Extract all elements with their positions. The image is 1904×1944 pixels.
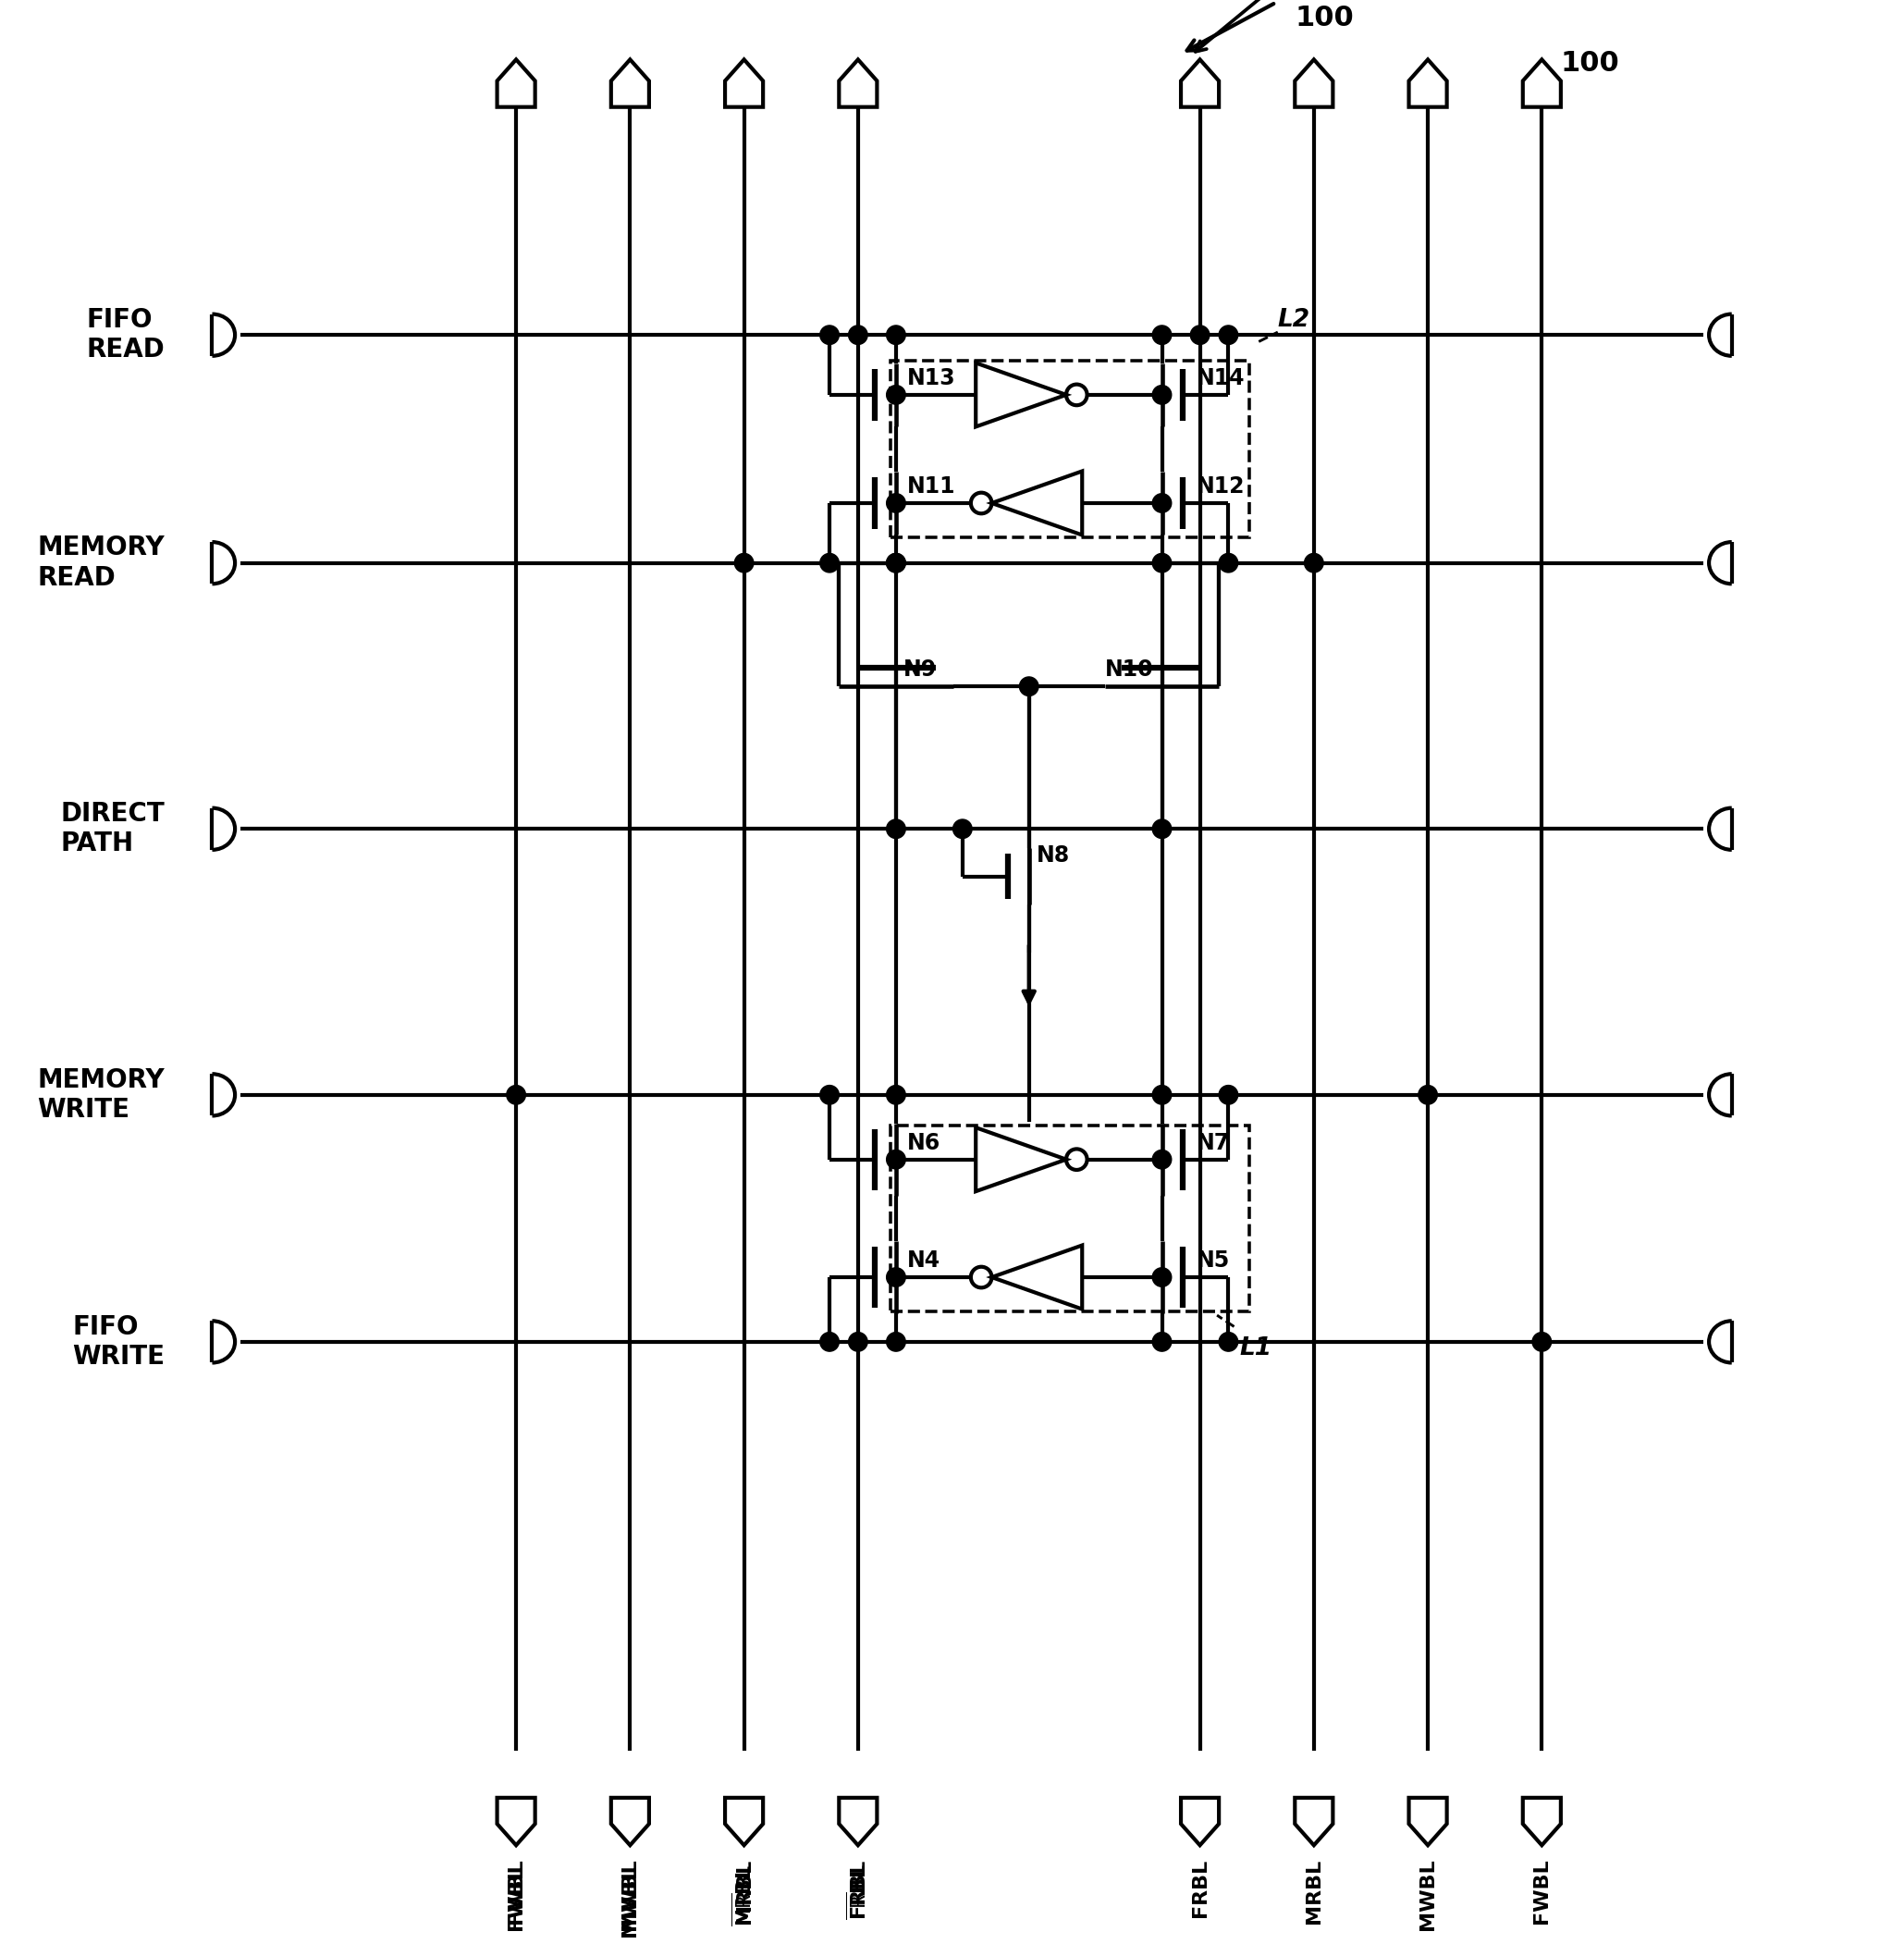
Circle shape (1152, 1085, 1171, 1104)
Circle shape (821, 325, 840, 344)
Circle shape (821, 1085, 840, 1104)
Circle shape (1152, 385, 1171, 404)
Circle shape (735, 554, 754, 572)
Text: MRBL: MRBL (735, 1858, 754, 1923)
Text: 100: 100 (1561, 51, 1620, 78)
Circle shape (849, 1332, 868, 1351)
Circle shape (954, 818, 971, 838)
Circle shape (887, 1151, 906, 1168)
Circle shape (887, 325, 906, 344)
Text: N12: N12 (1196, 474, 1245, 498)
Text: FIFO
READ: FIFO READ (86, 307, 164, 364)
Text: N13: N13 (908, 367, 956, 389)
Circle shape (1219, 554, 1238, 572)
Circle shape (1418, 1085, 1438, 1104)
Text: N7: N7 (1196, 1131, 1230, 1153)
Circle shape (1019, 677, 1038, 696)
Text: N8: N8 (1036, 846, 1070, 867)
Text: MRBL: MRBL (1304, 1858, 1323, 1923)
Circle shape (506, 1085, 526, 1104)
Circle shape (849, 325, 868, 344)
Circle shape (1152, 1267, 1171, 1287)
Text: 100: 100 (1295, 4, 1354, 31)
Circle shape (1190, 325, 1209, 344)
Text: $\overline{\mathrm{FR}}$BL: $\overline{\mathrm{FR}}$BL (845, 1864, 870, 1921)
Text: FWBL: FWBL (506, 1864, 526, 1930)
Text: N11: N11 (908, 474, 956, 498)
Text: MWBL: MWBL (1418, 1858, 1438, 1930)
Circle shape (1152, 554, 1171, 572)
Text: MWBL: MWBL (621, 1864, 640, 1936)
Text: L2: L2 (1278, 307, 1310, 332)
Circle shape (1219, 1332, 1238, 1351)
Circle shape (1152, 818, 1171, 838)
Circle shape (1533, 1332, 1552, 1351)
Text: MEMORY
WRITE: MEMORY WRITE (38, 1067, 164, 1124)
Circle shape (887, 554, 906, 572)
Text: N10: N10 (1104, 659, 1154, 680)
Circle shape (887, 494, 906, 513)
Circle shape (887, 1267, 906, 1287)
Circle shape (821, 554, 840, 572)
Text: N9: N9 (904, 659, 937, 680)
Text: MEMORY
READ: MEMORY READ (38, 535, 164, 591)
Circle shape (1152, 325, 1171, 344)
Text: FIFO
WRITE: FIFO WRITE (72, 1314, 164, 1371)
Text: $\overline{\mathrm{MR}}$BL: $\overline{\mathrm{MR}}$BL (733, 1864, 756, 1927)
Circle shape (887, 1332, 906, 1351)
Text: FRBL: FRBL (849, 1858, 866, 1917)
Text: FWBL: FWBL (506, 1858, 526, 1925)
Circle shape (887, 385, 906, 404)
Circle shape (1304, 554, 1323, 572)
Bar (891, 1126, 1249, 1312)
Text: MWBL: MWBL (621, 1858, 640, 1930)
Text: L1: L1 (1240, 1336, 1272, 1361)
Text: N6: N6 (908, 1131, 941, 1153)
Text: N14: N14 (1196, 367, 1245, 389)
Circle shape (887, 554, 906, 572)
Circle shape (1152, 1332, 1171, 1351)
Text: N4: N4 (908, 1250, 941, 1271)
Circle shape (1219, 1085, 1238, 1104)
Text: DIRECT
PATH: DIRECT PATH (61, 801, 164, 857)
Text: N5: N5 (1196, 1250, 1230, 1271)
Circle shape (887, 1085, 906, 1104)
Circle shape (821, 1332, 840, 1351)
Bar (891, 362, 1249, 537)
Circle shape (1152, 1151, 1171, 1168)
Text: FRBL: FRBL (1190, 1858, 1209, 1917)
Text: FWBL: FWBL (1533, 1858, 1552, 1925)
Circle shape (1219, 325, 1238, 344)
Circle shape (1152, 494, 1171, 513)
Circle shape (887, 818, 906, 838)
